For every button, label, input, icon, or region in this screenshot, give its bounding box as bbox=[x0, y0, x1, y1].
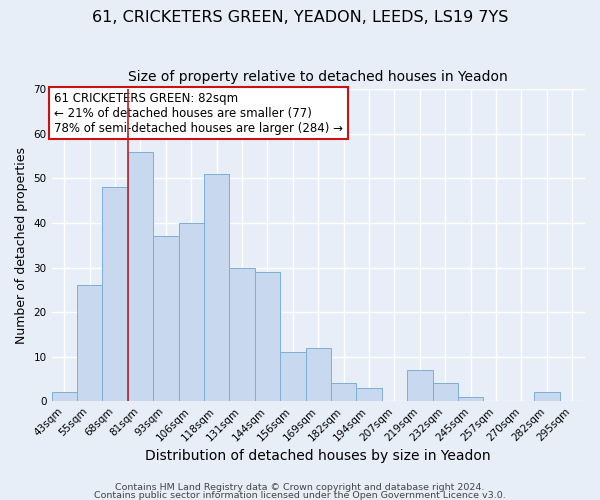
Bar bbox=[153, 236, 179, 401]
Bar bbox=[204, 174, 229, 401]
Bar bbox=[356, 388, 382, 401]
Bar bbox=[52, 392, 77, 401]
Bar bbox=[305, 348, 331, 401]
Bar bbox=[433, 384, 458, 401]
Text: Contains public sector information licensed under the Open Government Licence v3: Contains public sector information licen… bbox=[94, 490, 506, 500]
Bar bbox=[280, 352, 305, 401]
Bar bbox=[179, 223, 204, 401]
Bar bbox=[458, 397, 484, 401]
Bar bbox=[77, 286, 103, 401]
Text: 61 CRICKETERS GREEN: 82sqm
← 21% of detached houses are smaller (77)
78% of semi: 61 CRICKETERS GREEN: 82sqm ← 21% of deta… bbox=[54, 92, 343, 134]
Bar bbox=[103, 188, 128, 401]
Text: Contains HM Land Registry data © Crown copyright and database right 2024.: Contains HM Land Registry data © Crown c… bbox=[115, 484, 485, 492]
Title: Size of property relative to detached houses in Yeadon: Size of property relative to detached ho… bbox=[128, 70, 508, 84]
Bar bbox=[407, 370, 433, 401]
Text: 61, CRICKETERS GREEN, YEADON, LEEDS, LS19 7YS: 61, CRICKETERS GREEN, YEADON, LEEDS, LS1… bbox=[92, 10, 508, 25]
Bar bbox=[534, 392, 560, 401]
X-axis label: Distribution of detached houses by size in Yeadon: Distribution of detached houses by size … bbox=[145, 448, 491, 462]
Bar bbox=[229, 268, 255, 401]
Y-axis label: Number of detached properties: Number of detached properties bbox=[15, 147, 28, 344]
Bar bbox=[128, 152, 153, 401]
Bar bbox=[255, 272, 280, 401]
Bar bbox=[331, 384, 356, 401]
